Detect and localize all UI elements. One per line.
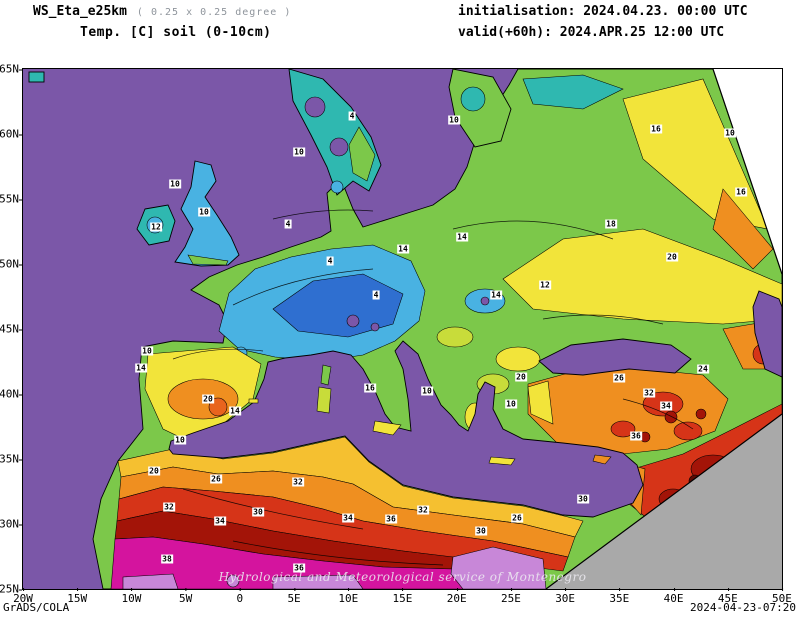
model-name: WS_Eta_e25km xyxy=(33,4,127,19)
lon-tick-label: 30E xyxy=(555,588,576,605)
variable-title: Temp. [C] soil (0-10cm) xyxy=(80,25,272,40)
iberia-hot-core xyxy=(208,397,228,417)
map-frame: Hydrological and Meteorological service … xyxy=(22,68,783,590)
lon-tick-label: 35E xyxy=(609,588,630,605)
contour-line xyxy=(542,314,664,325)
creation-timestamp: 2024-04-23-07:20 xyxy=(690,601,796,614)
lon-tick-label: 5W xyxy=(179,588,193,605)
ukraine-yellow xyxy=(502,228,782,325)
lon-tick-label: 25E xyxy=(500,588,521,605)
alps-cold-spot xyxy=(346,314,360,328)
contour-line xyxy=(452,220,614,240)
anatolia-dark-3 xyxy=(695,408,707,420)
romania-warm xyxy=(495,346,541,372)
lon-tick-label: 10W xyxy=(121,588,142,605)
lon-tick-label: 0 xyxy=(236,588,244,605)
cold-patch-norway xyxy=(304,96,326,118)
sweden-green xyxy=(348,126,376,182)
england-green xyxy=(187,254,229,266)
weather-map-svg xyxy=(23,69,782,589)
central-europe-deep-blue xyxy=(272,273,404,338)
lat-axis: 65N 60N 55N 50N 45N 40N 35N 30N 25N xyxy=(0,63,22,596)
lon-tick-label: 5E xyxy=(287,588,301,605)
mediterranean-sea xyxy=(168,340,644,518)
lat-tick-label: 45N xyxy=(0,322,22,336)
ireland-cyan xyxy=(146,216,164,234)
africa-magenta-band xyxy=(110,536,484,589)
turkey-west-yellow xyxy=(527,380,554,425)
header-line-1: WS_Eta_e25km ( 0.25 x 0.25 degree ) xyxy=(33,4,291,19)
black-sea xyxy=(538,338,692,376)
lon-tick-label: 50E xyxy=(772,588,792,605)
lon-tick-label: 15E xyxy=(392,588,413,605)
balearic-islands xyxy=(248,398,259,404)
lat-tick-label: 30N xyxy=(0,517,22,531)
finland-teal xyxy=(460,86,486,112)
grads-credit: GrADS/COLA xyxy=(3,601,70,614)
lat-tick-label: 55N xyxy=(0,192,22,206)
russia-north-teal xyxy=(522,74,624,110)
small-island-northwest xyxy=(28,71,45,83)
contour-line xyxy=(272,209,374,220)
lat-tick-label: 25N xyxy=(0,582,22,596)
africa-violet-dot xyxy=(226,574,240,588)
carpathians-core xyxy=(480,296,490,306)
contour-line xyxy=(232,268,374,306)
cyprus xyxy=(592,454,612,465)
scandinavia-south-cyan xyxy=(330,180,344,194)
corsica xyxy=(320,364,332,386)
domain-cuts xyxy=(545,69,782,589)
lon-tick-label: 15W xyxy=(67,588,88,605)
domain-edge-bottom-right xyxy=(545,413,782,589)
watermark: Hydrological and Meteorological service … xyxy=(218,570,587,584)
contour-line xyxy=(172,348,264,360)
domain-edge-top-right xyxy=(712,69,782,275)
iberia-orange xyxy=(167,378,239,420)
pannonia-warm xyxy=(436,326,474,348)
sicily xyxy=(372,420,402,436)
contour-lines xyxy=(172,209,694,566)
caspian-sea xyxy=(752,290,782,378)
anatolia-red-2 xyxy=(610,420,636,438)
lon-tick-label: 20E xyxy=(446,588,467,605)
lat-tick-label: 40N xyxy=(0,387,22,401)
anatolia-dark-2 xyxy=(639,431,651,443)
lat-tick-label: 65N xyxy=(0,62,22,76)
valid-time: valid(+60h): 2024.APR.25 12:00 UTC xyxy=(458,25,725,40)
lon-axis: 20W 15W 10W 5W 0 5E 10E 15E 20E 25E 30E 35E 40E 45E 50… xyxy=(13,588,792,606)
lon-tick-label: 40E xyxy=(663,588,684,605)
temperature-fills xyxy=(110,74,782,589)
lat-tick-label: 60N xyxy=(0,127,22,141)
alps-cold-spot-2 xyxy=(370,322,380,332)
africa-violet-southeast xyxy=(450,546,547,589)
crete xyxy=(488,456,516,466)
cold-patch-sweden xyxy=(329,137,349,157)
lon-tick-label: 20W xyxy=(13,588,33,605)
islands xyxy=(248,364,612,466)
lat-tick-label: 35N xyxy=(0,452,22,466)
africa-violet-center xyxy=(272,574,364,589)
contour-line xyxy=(182,488,364,530)
inner-seas xyxy=(168,290,782,518)
sardinia xyxy=(316,386,332,414)
contour-line xyxy=(622,398,694,430)
contour-line xyxy=(232,540,444,566)
russia-ne-orange xyxy=(712,188,774,270)
initialisation-time: initialisation: 2024.04.23. 00:00 UTC xyxy=(458,4,748,19)
lon-tick-label: 10E xyxy=(338,588,359,605)
anatolia-dark-1 xyxy=(664,410,678,424)
lat-tick-label: 50N xyxy=(0,257,22,271)
lon-tick-label: 45E xyxy=(717,588,738,605)
model-resolution: ( 0.25 x 0.25 degree ) xyxy=(136,7,292,18)
africa-violet-strip xyxy=(122,573,179,589)
anatolia-red-3 xyxy=(673,421,703,441)
